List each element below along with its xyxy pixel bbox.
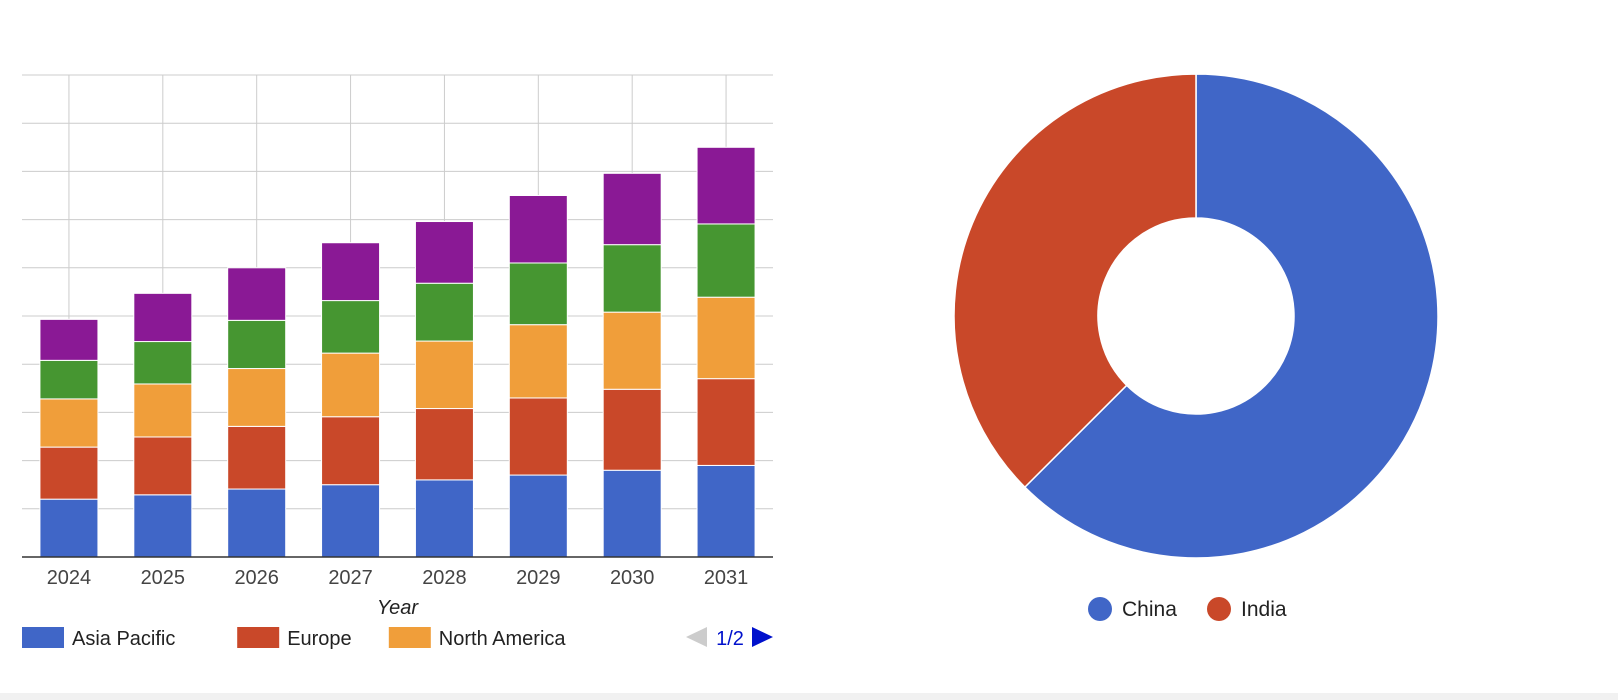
- legend-pager: 1/2: [686, 627, 773, 650]
- bar-segment[interactable]: [602, 469, 662, 558]
- legend-label: India: [1241, 598, 1287, 621]
- bar-segment[interactable]: [414, 408, 474, 481]
- bar-segment[interactable]: [227, 267, 287, 321]
- x-axis-title: Year: [377, 597, 419, 619]
- bar-segment[interactable]: [602, 388, 662, 471]
- bar-segment[interactable]: [39, 398, 99, 448]
- bar-segment[interactable]: [133, 341, 193, 385]
- bar-segment[interactable]: [602, 172, 662, 246]
- donut-slice[interactable]: [1023, 73, 1439, 559]
- x-tick-label: 2029: [516, 567, 561, 589]
- bar-segment[interactable]: [602, 244, 662, 313]
- bar-segment[interactable]: [508, 474, 568, 558]
- x-tick-label: 2031: [704, 567, 749, 589]
- legend-swatch: [22, 627, 64, 648]
- legend-label: Asia Pacific: [72, 628, 175, 650]
- bar-segment[interactable]: [227, 319, 287, 370]
- bar-segment[interactable]: [696, 223, 756, 298]
- donut-chart: China India: [953, 73, 1439, 621]
- bar-segment[interactable]: [133, 383, 193, 438]
- legend-swatch: [388, 627, 431, 648]
- bar-segment[interactable]: [321, 416, 381, 486]
- x-axis-tick-labels: 2024 2025 2026 2027 2028 2029 2030 2031: [47, 567, 749, 589]
- x-tick-label: 2030: [610, 567, 655, 589]
- bar-segment[interactable]: [133, 494, 193, 558]
- bar-chart-legend: Asia Pacific Europe North America: [22, 627, 566, 650]
- bar-segment[interactable]: [508, 397, 568, 476]
- bar-segment[interactable]: [321, 242, 381, 302]
- bar-segment[interactable]: [414, 340, 474, 410]
- bar-segment[interactable]: [321, 484, 381, 558]
- legend-swatch: [237, 627, 280, 648]
- bar-segment[interactable]: [508, 195, 568, 264]
- bar-segment[interactable]: [39, 498, 99, 558]
- bar-segment[interactable]: [321, 300, 381, 354]
- bar-segment[interactable]: [696, 146, 756, 225]
- bar-segment[interactable]: [696, 296, 756, 380]
- bar-segment[interactable]: [508, 324, 568, 399]
- x-tick-label: 2024: [47, 567, 92, 589]
- bar-segment[interactable]: [133, 436, 193, 496]
- legend-item[interactable]: Asia Pacific: [22, 627, 175, 650]
- legend-page-indicator: 1/2: [716, 628, 744, 650]
- x-tick-label: 2026: [234, 567, 279, 589]
- legend-label: North America: [439, 628, 567, 650]
- legend-next-page-icon[interactable]: [752, 627, 773, 647]
- donut-slice[interactable]: [953, 73, 1197, 489]
- bar-segment[interactable]: [602, 311, 662, 390]
- donut-slices: [953, 73, 1439, 559]
- bar-segment[interactable]: [133, 292, 193, 343]
- legend-item[interactable]: Europe: [237, 627, 352, 650]
- bar-chart-bars: [39, 146, 756, 558]
- bar-segment[interactable]: [227, 488, 287, 558]
- bar-segment[interactable]: [39, 359, 99, 400]
- legend-item[interactable]: India: [1207, 597, 1287, 621]
- bar-segment[interactable]: [414, 221, 474, 284]
- legend-label: Europe: [287, 628, 352, 650]
- bar-segment[interactable]: [696, 378, 756, 466]
- legend-label: China: [1122, 598, 1177, 621]
- bar-segment[interactable]: [414, 282, 474, 342]
- bar-segment[interactable]: [414, 479, 474, 558]
- legend-item[interactable]: China: [1088, 597, 1177, 621]
- bar-segment[interactable]: [39, 318, 99, 361]
- bar-segment[interactable]: [321, 352, 381, 418]
- donut-chart-legend: China India: [1088, 597, 1287, 621]
- bar-segment[interactable]: [227, 425, 287, 490]
- x-tick-label: 2028: [422, 567, 467, 589]
- bar-segment[interactable]: [39, 446, 99, 500]
- stacked-bar-chart: 2024 2025 2026 2027 2028 2029 2030 2031 Year As…: [22, 74, 773, 650]
- legend-prev-page-icon[interactable]: [686, 627, 707, 647]
- legend-swatch: [1207, 597, 1231, 621]
- x-tick-label: 2025: [141, 567, 186, 589]
- bar-segment[interactable]: [696, 464, 756, 558]
- bottom-divider: [0, 693, 1618, 700]
- legend-swatch: [1088, 597, 1112, 621]
- bar-segment[interactable]: [227, 368, 287, 427]
- legend-item[interactable]: North America: [388, 627, 567, 650]
- bar-segment[interactable]: [508, 262, 568, 326]
- x-tick-label: 2027: [328, 567, 373, 589]
